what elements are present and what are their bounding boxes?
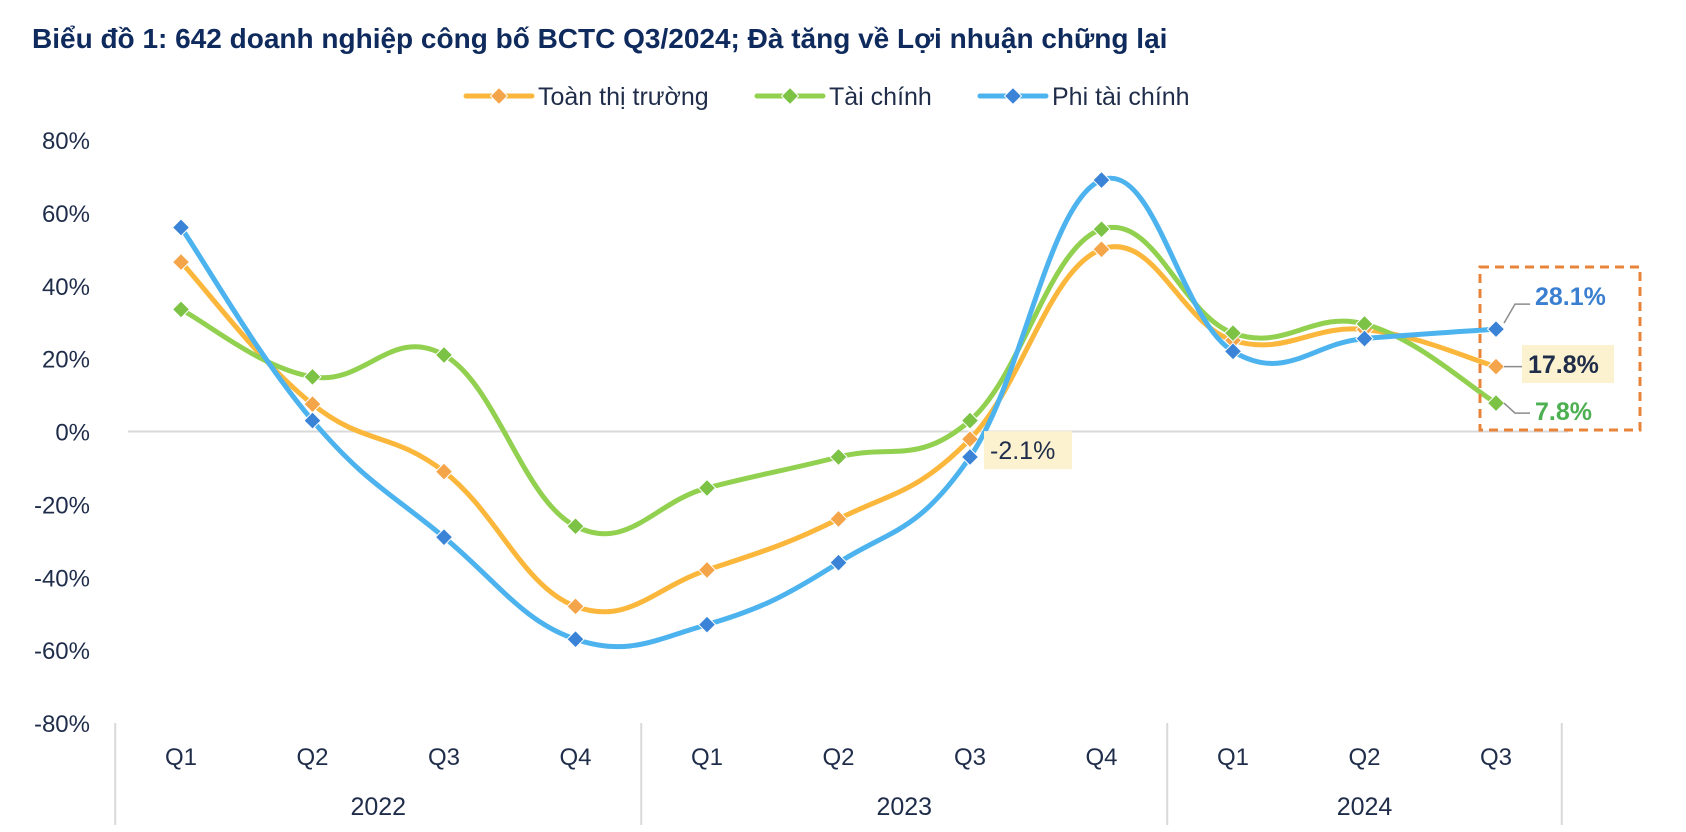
x-tick-label: Q1 [691, 744, 723, 771]
data-point-tai-chinh [171, 300, 191, 319]
data-point-toan-thi-truong [566, 597, 585, 616]
data-point-tai-chinh [960, 411, 980, 430]
x-tick-label: Q1 [165, 744, 197, 771]
data-point-toan-thi-truong [1486, 357, 1506, 376]
data-point-phi-tai-chinh [1486, 319, 1506, 339]
data-point-phi-tai-chinh [303, 411, 322, 430]
data-point-phi-tai-chinh [1092, 170, 1111, 190]
x-group-label: 2023 [876, 793, 932, 821]
data-point-tai-chinh [303, 367, 322, 387]
data-point-tai-chinh [566, 517, 585, 536]
data-point-toan-thi-truong [829, 509, 848, 529]
callout-leader [1503, 402, 1530, 414]
x-tick-label: Q3 [428, 744, 460, 771]
data-point-tai-chinh [829, 447, 848, 467]
x-axis: Q1 Q2 Q3 Q4 Q1 Q2 Q3 Q4 Q1 Q2 Q3 2022 2023 2024 [114, 723, 1563, 825]
callout-label: 7.8% [1535, 398, 1592, 426]
legend: Toàn thị trường Tài chính Phi tài chính [463, 83, 1190, 111]
data-point-phi-tai-chinh [829, 553, 848, 572]
x-tick-label: Q3 [954, 744, 986, 771]
chart-title: Biểu đồ 1: 642 doanh nghiệp công bố BCTC… [32, 23, 1167, 54]
data-point-phi-tai-chinh [566, 630, 585, 649]
legend-label: Tài chính [829, 83, 932, 111]
x-tick-label: Q3 [1480, 744, 1512, 771]
data-point-toan-thi-truong [1092, 240, 1111, 259]
x-tick-label: Q2 [296, 744, 328, 771]
x-tick-label: Q4 [1085, 744, 1117, 771]
x-tick-label: Q4 [559, 744, 591, 771]
y-tick-label: 20% [42, 347, 90, 374]
data-point-toan-thi-truong [303, 394, 322, 414]
data-point-phi-tai-chinh [434, 527, 454, 547]
callout-label: 28.1% [1535, 283, 1606, 311]
y-tick-label: 40% [42, 274, 90, 301]
data-point-toan-thi-truong [434, 462, 454, 481]
data-point-phi-tai-chinh [1223, 342, 1243, 361]
y-axis: 80% 60% 40% 20% 0% -20% -40% -60% -80% [34, 128, 90, 738]
x-tick-label: Q1 [1217, 744, 1249, 771]
callout-label: -2.1% [990, 437, 1055, 465]
data-point-tai-chinh [1486, 393, 1506, 413]
y-tick-label: -40% [34, 565, 90, 592]
y-tick-label: 0% [55, 420, 90, 447]
x-group-label: 2022 [350, 793, 406, 821]
legend-label: Toàn thị trường [538, 83, 709, 111]
data-point-tai-chinh [1355, 314, 1374, 334]
legend-swatch-marker [1003, 86, 1023, 106]
data-point-phi-tai-chinh [171, 218, 191, 237]
legend-label: Phi tài chính [1052, 83, 1190, 111]
y-tick-label: 60% [42, 201, 90, 228]
data-point-phi-tai-chinh [960, 447, 980, 467]
legend-swatch-marker [780, 86, 800, 106]
callout-leader [1503, 303, 1530, 324]
y-tick-label: -20% [34, 492, 90, 519]
series-layer [171, 170, 1506, 650]
series-line-phi-tai-chinh [178, 175, 1499, 650]
data-point-tai-chinh [1092, 220, 1111, 239]
data-point-tai-chinh [697, 478, 717, 498]
callout-label: 17.8% [1528, 351, 1599, 379]
data-point-toan-thi-truong [960, 429, 980, 449]
data-point-tai-chinh [434, 345, 454, 365]
callouts: -2.1% 28.1% 17.8% 7.8% [984, 265, 1642, 470]
y-tick-label: -80% [34, 711, 90, 738]
data-point-toan-thi-truong [171, 252, 191, 272]
y-tick-label: 80% [42, 128, 90, 155]
x-tick-label: Q2 [1348, 744, 1380, 771]
callout-highlight-bg [984, 431, 1072, 470]
data-point-toan-thi-truong [697, 560, 717, 580]
y-tick-label: -60% [34, 638, 90, 665]
data-point-phi-tai-chinh [1355, 329, 1374, 348]
data-point-phi-tai-chinh [697, 615, 717, 634]
data-point-tai-chinh [1223, 323, 1243, 343]
legend-swatch-marker [489, 86, 509, 106]
callout-highlight-bg [1522, 345, 1614, 383]
highlight-box [1478, 265, 1642, 432]
x-group-label: 2024 [1337, 793, 1393, 821]
x-tick-label: Q2 [822, 744, 854, 771]
